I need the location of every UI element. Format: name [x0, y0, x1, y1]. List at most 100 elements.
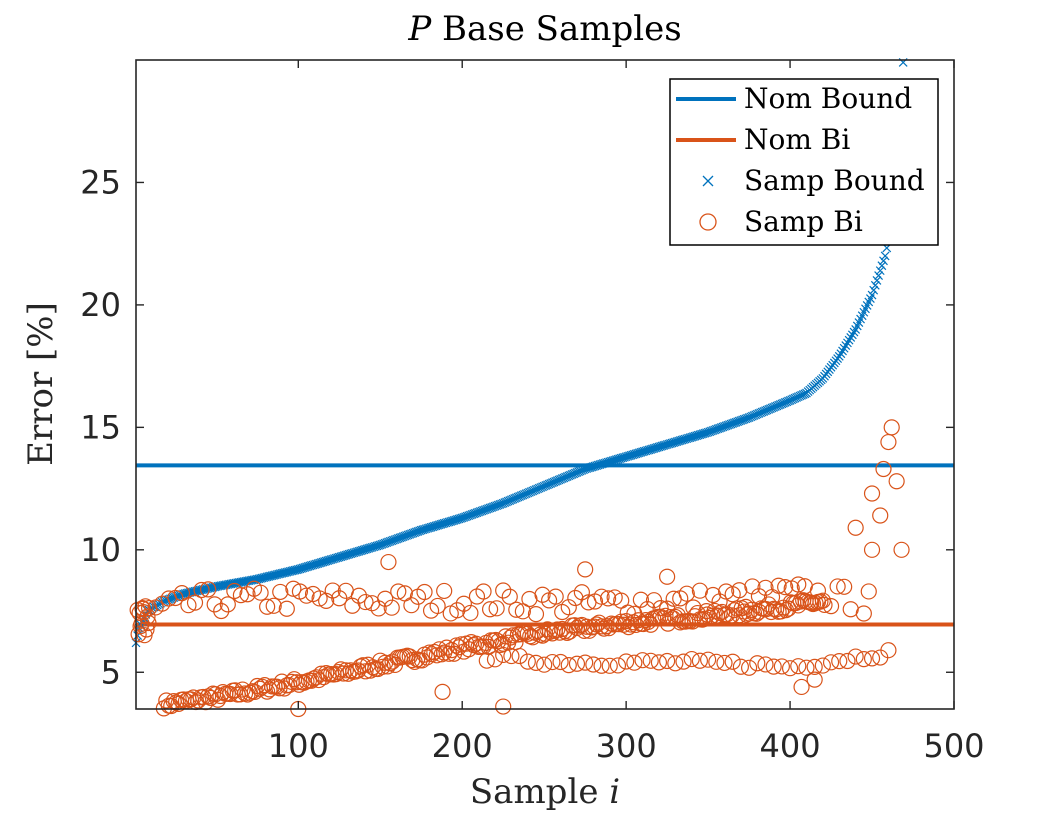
samp-bound-point [603, 457, 613, 467]
samp-bound-point [492, 501, 502, 511]
samp-bi-point [855, 650, 872, 668]
samp-bound-point [433, 520, 443, 530]
samp-bound-point [729, 418, 739, 428]
samp-bound-point [593, 460, 603, 470]
samp-bi-point [495, 582, 512, 599]
samp-bound-point [674, 436, 684, 446]
samp-bound-point [590, 461, 600, 471]
samp-bound-point [839, 343, 849, 353]
samp-bound-point [310, 560, 320, 569]
samp-bound-point [326, 555, 336, 565]
samp-bi-point [855, 605, 872, 622]
samp-bound-point [633, 448, 643, 458]
samp-bound-point [654, 442, 664, 452]
samp-bi-point [501, 588, 518, 605]
samp-bi-point [765, 658, 782, 675]
samp-bi-point [462, 604, 479, 622]
samp-bi-point [190, 692, 207, 709]
samp-bound-point [297, 563, 306, 573]
samp-bound-point [377, 539, 387, 549]
samp-bound-point [321, 556, 331, 566]
samp-bound-point [582, 464, 592, 473]
samp-bound-point [610, 455, 620, 465]
samp-bi-point [863, 650, 881, 667]
samp-bound-point [872, 275, 882, 285]
samp-bound-point [398, 532, 408, 542]
samp-bound-point [480, 505, 490, 515]
samp-bound-point [493, 500, 503, 510]
samp-bi-point [475, 583, 492, 600]
samp-bound-point [464, 511, 474, 521]
samp-bound-point [449, 515, 459, 525]
samp-bound-point [311, 559, 321, 569]
x-axis-label-variable: i [609, 772, 620, 812]
samp-bi-point [750, 588, 768, 605]
samp-bound-point [651, 443, 661, 453]
samp-bound-point [620, 452, 629, 462]
samp-bound-point [723, 420, 733, 430]
samp-bound-point [724, 420, 734, 430]
samp-bi-point [822, 654, 840, 671]
samp-bound-point [874, 271, 884, 280]
samp-bi-point [137, 598, 154, 615]
samp-bound-point [618, 453, 628, 463]
samp-bound-point [372, 541, 382, 551]
samp-bound-point [351, 547, 361, 557]
y-tick-label: 5 [101, 653, 121, 691]
samp-bound-point [452, 515, 462, 524]
samp-bi-point [130, 626, 147, 643]
samp-bi-point [770, 577, 787, 594]
samp-bound-point [616, 453, 626, 463]
samp-bound-point [638, 447, 647, 457]
samp-bound-point [334, 552, 344, 562]
legend-label: Samp Bi [744, 205, 863, 238]
samp-bi-point [416, 583, 433, 601]
samp-bound-point [315, 558, 325, 568]
samp-bound-point [387, 536, 397, 546]
samp-bound-point [380, 538, 390, 548]
samp-bi-point [566, 617, 583, 634]
samp-bi-point [298, 587, 315, 604]
samp-bound-point [700, 428, 710, 438]
samp-bi-point [790, 658, 807, 675]
samp-bi-point [272, 583, 289, 601]
samp-bound-point [880, 251, 890, 261]
samp-bound-point [388, 535, 398, 545]
samp-bound-point [429, 521, 439, 531]
samp-bound-point [602, 458, 611, 468]
samp-bi-point [552, 653, 569, 671]
samp-bi-point [639, 600, 656, 618]
samp-bound-point [425, 523, 434, 533]
x-tick-label: 100 [268, 727, 329, 765]
samp-bi-point [455, 595, 472, 612]
samp-bi-point [357, 663, 374, 680]
samp-bound-point [336, 552, 346, 562]
samp-bound-point [608, 456, 618, 466]
samp-bi-point [534, 586, 551, 603]
samp-bound-point [328, 554, 338, 564]
samp-bound-point [875, 266, 885, 276]
axes-box [135, 59, 955, 710]
samp-bi-point [678, 585, 695, 602]
samp-bound-point [690, 431, 700, 441]
samp-bound-point [741, 414, 751, 424]
samp-bound-point [579, 465, 588, 475]
samp-bound-point [736, 416, 746, 425]
samp-bi-point [213, 602, 230, 620]
samp-bound-point [680, 434, 690, 444]
samp-bound-point [685, 433, 695, 443]
samp-bound-point [649, 443, 659, 453]
samp-bound-point [643, 445, 652, 455]
samp-bound-point [598, 459, 608, 469]
samp-bi-point [642, 652, 659, 669]
samp-bound-point [443, 517, 452, 527]
samp-bi-point [434, 683, 451, 700]
samp-bi-point [675, 653, 692, 670]
samp-bi-point [568, 655, 586, 672]
samp-bound-point [395, 533, 405, 543]
samp-bi-point [379, 658, 396, 675]
samp-bound-point [706, 426, 716, 436]
samp-bound-point [421, 524, 431, 534]
samp-bound-point [361, 544, 370, 554]
